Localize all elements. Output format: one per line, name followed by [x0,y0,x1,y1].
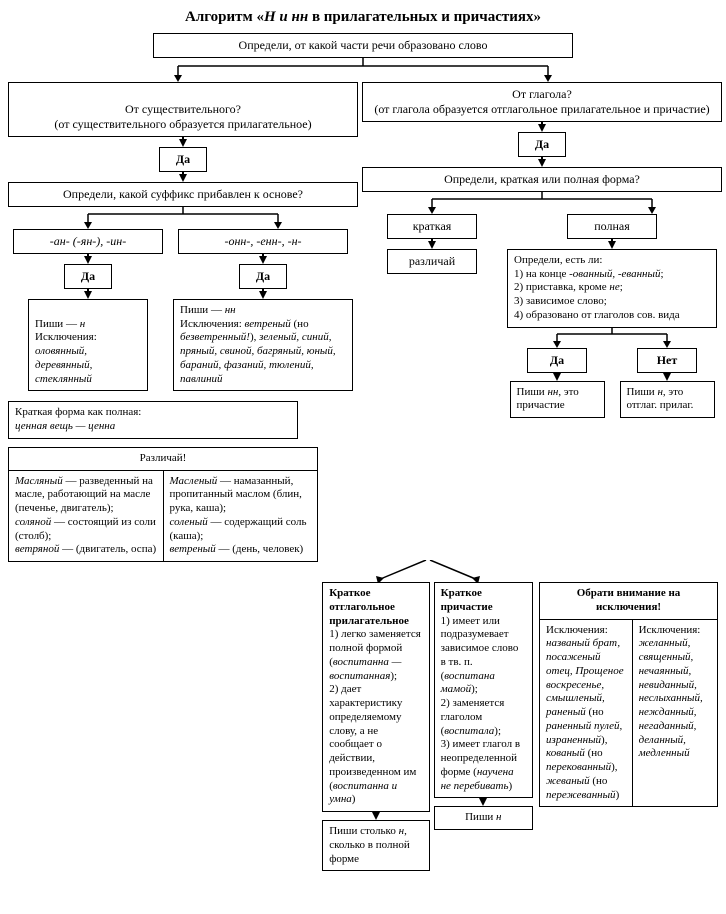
connector-full [507,328,717,348]
full-no-rule: Пиши н, это отглаг. прилаг. [620,381,715,419]
noun-question: От существительного? (от существительног… [8,82,358,137]
connector-root [8,58,718,82]
short-part-rule: Пиши н [434,806,533,830]
full-criteria: Определи, есть ли: 1) на конце -ованный,… [507,249,717,328]
connector-form [362,192,722,214]
short-part: Краткое причастие 1) имеет или подразуме… [434,582,533,798]
write-nn: Пиши — ннИсключения: ветреный (но безвет… [173,299,353,392]
root-box: Определи, от какой части речи образовано… [153,33,573,58]
suffix-question: Определи, какой суффикс прибавлен к осно… [8,182,358,207]
suffix-an: -ан- (-ян-), -ин- [13,229,163,254]
connector-suffix [8,207,358,229]
an-yes: Да [64,264,112,289]
verb-question: От глагола? (от глагола образуется отгла… [362,82,722,122]
dist-left: Масляный — разведенный на масле, работаю… [9,470,164,562]
exceptions-table: Обрати внимание на исключения! Исключени… [539,582,718,807]
page-title: Алгоритм «Н и нн в прилагательных и прич… [8,8,718,27]
full-no: Нет [637,348,697,373]
short-adj-rule: Пиши столько н, сколько в полной форме [322,820,429,871]
short-form: краткая [387,214,477,239]
exc-right: Исключения:желанный, священный, нечаянны… [632,619,717,807]
exceptions-header: Обрати внимание на исключения! [540,583,718,620]
full-yes: Да [527,348,587,373]
distinguish-box: различай [387,249,477,274]
onn-yes: Да [239,264,287,289]
suffix-onn: -онн-, -енн-, -н- [178,229,348,254]
short-adj: Краткое отглагольное прилагательное 1) л… [322,582,429,812]
exc-left: Исключения:названый брат, посаженый отец… [540,619,633,807]
write-n: Пиши — нИсключения: оловянный, деревянны… [28,299,148,392]
verb-yes: Да [518,132,566,157]
full-yes-rule: Пиши нн, это причастие [510,381,605,419]
form-question: Определи, краткая или полная форма? [362,167,722,192]
full-form: полная [567,214,657,239]
short-full-note: Краткая форма как полная:ценная вещь — ц… [8,401,298,439]
connector-distinguish [8,560,718,584]
distinguish-table: Различай! Масляный — разведенный на масл… [8,447,318,562]
distinguish-header: Различай! [9,447,318,470]
noun-yes: Да [159,147,207,172]
dist-right: Масленый — намазанный, пропитанный масло… [163,470,318,562]
